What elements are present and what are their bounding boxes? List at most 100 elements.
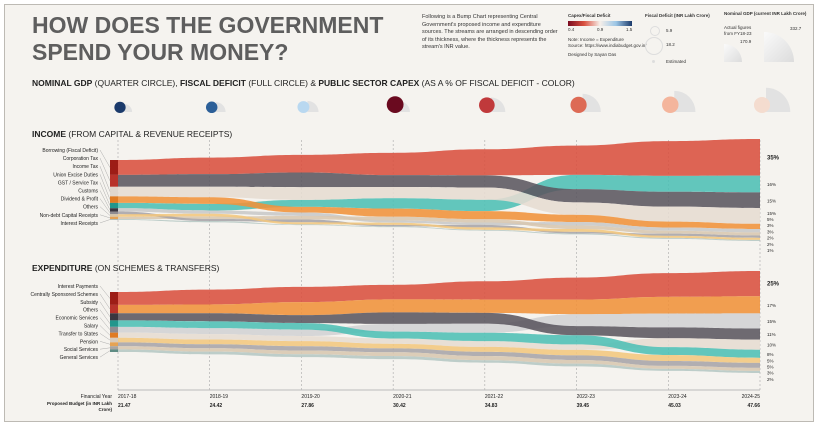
budget-value-label: 30.42 (393, 403, 406, 409)
income-stream-interest-receipts (118, 219, 760, 241)
expenditure-end-percent: 25% (767, 282, 780, 288)
deficit-large-value: 18.2 (666, 42, 675, 47)
fiscal-deficit-circle (753, 96, 771, 113)
fiscal-deficit-circle (662, 96, 679, 113)
expenditure-end-percent: 11% (767, 332, 776, 337)
year-tick-label: 2024-25 (742, 394, 761, 400)
income-stream-borrowing-fiscal-deficit- (118, 139, 760, 176)
year-tick-label: 2022-23 (577, 394, 596, 400)
expenditure-stream-transfer-to-states (118, 337, 760, 363)
income-end-percent: 15% (767, 198, 776, 203)
page-title: HOW DOES THE GOVERNMENT SPEND YOUR MONEY… (32, 12, 417, 66)
income-end-percent: 5% (767, 217, 774, 222)
expenditure-label: Pension (80, 339, 98, 345)
expenditure-label: Transfer to States (58, 331, 98, 337)
expenditure-end-percent: 10% (767, 343, 776, 348)
expenditure-leader-line (99, 309, 111, 324)
income-leader-line (99, 206, 111, 216)
indicator-heading: NOMINAL GDP (QUARTER CIRCLE), FISCAL DEF… (32, 78, 575, 88)
deficit-small-circle (650, 26, 660, 36)
income-leader-line (99, 219, 111, 224)
income-stream-dividend-profit (118, 211, 760, 238)
income-end-percent: 2% (767, 242, 774, 247)
deficit-large-circle (645, 37, 663, 55)
fiscal-deficit-circle (479, 97, 495, 114)
income-stream-gst-service-tax (118, 174, 760, 212)
expenditure-end-percent: 5% (767, 365, 774, 370)
fiscal-deficit-circle (297, 101, 310, 113)
expenditure-swatch (110, 337, 118, 343)
capex-tick-low: 0.4 (568, 27, 575, 32)
gdp-small-value: 170.9 (740, 39, 752, 44)
income-leader-line (99, 182, 111, 206)
budget-value-label: 47.66 (747, 403, 760, 409)
capex-tick-high: 1.5 (626, 27, 633, 32)
income-leader-line (99, 174, 111, 200)
income-label: Customs (78, 189, 98, 195)
expenditure-label: General Services (60, 355, 99, 361)
expenditure-swatch (110, 342, 118, 347)
income-end-percent: 3% (767, 229, 774, 234)
gdp-quarter-circle (490, 97, 506, 112)
income-swatch (110, 186, 118, 197)
gdp-quarter-circle (215, 102, 226, 112)
expenditure-stream-interest-payments (118, 271, 760, 305)
income-leader-line (99, 158, 111, 181)
budget-value-label: 34.83 (485, 403, 498, 409)
fiscal-deficit-circle (205, 101, 218, 113)
gdp-quarter-circle (124, 103, 133, 112)
designer-text: Designed by Sayan Das (568, 52, 617, 57)
expenditure-stream-social-services (118, 346, 760, 371)
note-text: Note: Income = Expenditure (568, 37, 624, 42)
income-stream-income-tax (118, 186, 760, 224)
income-swatch (110, 211, 118, 215)
expenditure-stream-economic-services (118, 313, 760, 337)
income-label: Union Excise Duties (53, 172, 98, 178)
expenditure-leader-line (99, 325, 111, 336)
gdp-note: Actual figures from FY18-23 (724, 25, 752, 36)
gdp-quarter-circle (582, 93, 601, 112)
capex-tick-mid: 0.9 (597, 27, 604, 32)
income-stream-union-excise-duties (118, 196, 760, 230)
gdp-quarter-circle (766, 87, 791, 112)
budget-value-label: 27.86 (301, 403, 314, 409)
budget-value-label: 39.45 (577, 403, 590, 409)
expenditure-label: Subsidy (80, 300, 98, 306)
income-label: Borrowing (Fiscal Deficit) (42, 148, 98, 154)
income-end-percent: 15% (767, 211, 776, 216)
income-label: Income Tax (73, 164, 99, 170)
capex-color-scale (568, 21, 632, 26)
year-tick-label: 2017-18 (118, 394, 137, 400)
expenditure-stream-others (118, 320, 760, 358)
expenditure-swatch (110, 320, 118, 327)
expenditure-label: Salary (84, 324, 99, 330)
income-swatch (110, 216, 118, 220)
expenditure-label: Others (83, 308, 99, 314)
expenditure-label: Economic Services (55, 316, 98, 322)
income-leader-line (99, 214, 111, 219)
expenditure-label: Interest Payments (58, 284, 99, 290)
income-swatch (110, 214, 118, 217)
income-label: Dividend & Profit (61, 197, 99, 203)
expenditure-stream-general-services (118, 349, 760, 373)
income-swatch (110, 196, 118, 203)
expenditure-leader-line (99, 341, 111, 345)
expenditure-end-percent: 17% (767, 303, 776, 308)
year-tick-label: 2021-22 (485, 394, 504, 400)
expenditure-leader-line (99, 350, 111, 358)
estimated-dot (652, 60, 655, 63)
gdp-large-value: 332.7 (790, 26, 802, 31)
income-heading: INCOME (FROM CAPITAL & REVENUE RECEIPTS) (32, 129, 233, 139)
estimated-label: Estimated (666, 59, 687, 64)
income-streams (118, 139, 760, 241)
expenditure-end-percent: 3% (767, 371, 774, 376)
expenditure-stream-pension (118, 342, 760, 368)
expenditure-swatch (110, 304, 118, 314)
income-swatch (110, 174, 118, 187)
income-swatch (110, 219, 118, 220)
expenditure-heading: EXPENDITURE (ON SCHEMES & TRANSFERS) (32, 263, 220, 273)
expenditure-swatch (110, 292, 118, 305)
income-end-percent: 3% (767, 223, 774, 228)
expenditure-end-percent: 5% (767, 358, 774, 363)
budget-value-label: 45.03 (668, 403, 681, 409)
